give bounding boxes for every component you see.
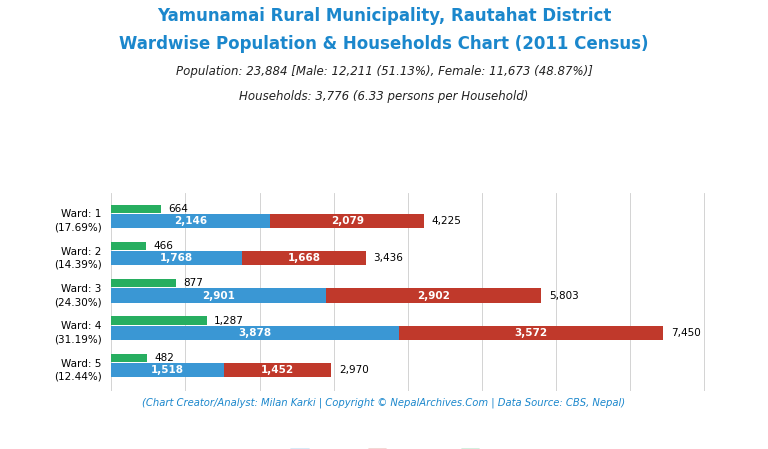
Text: (Chart Creator/Analyst: Milan Karki | Copyright © NepalArchives.Com | Data Sourc: (Chart Creator/Analyst: Milan Karki | Co… <box>142 397 626 408</box>
Bar <box>111 354 147 362</box>
Text: 482: 482 <box>154 353 174 363</box>
Text: Yamunamai Rural Municipality, Rautahat District: Yamunamai Rural Municipality, Rautahat D… <box>157 7 611 25</box>
Text: 1,518: 1,518 <box>151 365 184 375</box>
Text: 1,287: 1,287 <box>214 316 244 326</box>
Text: 3,436: 3,436 <box>373 253 403 263</box>
Bar <box>270 214 425 228</box>
Bar <box>399 326 664 340</box>
Text: Population: 23,884 [Male: 12,211 (51.13%), Female: 11,673 (48.87%)]: Population: 23,884 [Male: 12,211 (51.13%… <box>176 65 592 78</box>
Text: 1,768: 1,768 <box>161 253 194 263</box>
Bar <box>243 251 366 265</box>
Text: 466: 466 <box>154 241 173 251</box>
Text: 2,079: 2,079 <box>331 216 364 226</box>
Text: 7,450: 7,450 <box>670 328 700 338</box>
Text: 2,902: 2,902 <box>417 291 450 300</box>
Text: 4,225: 4,225 <box>432 216 462 226</box>
Bar <box>111 363 223 377</box>
Text: 664: 664 <box>168 204 188 214</box>
Bar <box>111 214 270 228</box>
Bar <box>111 279 177 287</box>
Text: Wardwise Population & Households Chart (2011 Census): Wardwise Population & Households Chart (… <box>119 35 649 53</box>
Bar <box>111 251 243 265</box>
Text: 1,668: 1,668 <box>288 253 321 263</box>
Legend: Male, Female, Households: Male, Female, Households <box>286 445 567 449</box>
Bar <box>111 242 146 250</box>
Text: 2,901: 2,901 <box>203 291 235 300</box>
Bar <box>111 289 326 303</box>
Bar <box>223 363 332 377</box>
Bar <box>326 289 541 303</box>
Text: Households: 3,776 (6.33 persons per Household): Households: 3,776 (6.33 persons per Hous… <box>240 90 528 103</box>
Text: 3,878: 3,878 <box>238 328 272 338</box>
Text: 2,970: 2,970 <box>339 365 369 375</box>
Text: 2,146: 2,146 <box>174 216 207 226</box>
Text: 5,803: 5,803 <box>548 291 578 300</box>
Text: 1,452: 1,452 <box>261 365 294 375</box>
Text: 877: 877 <box>184 278 204 288</box>
Bar <box>111 317 207 325</box>
Text: 3,572: 3,572 <box>515 328 548 338</box>
Bar <box>111 326 399 340</box>
Bar <box>111 205 161 213</box>
